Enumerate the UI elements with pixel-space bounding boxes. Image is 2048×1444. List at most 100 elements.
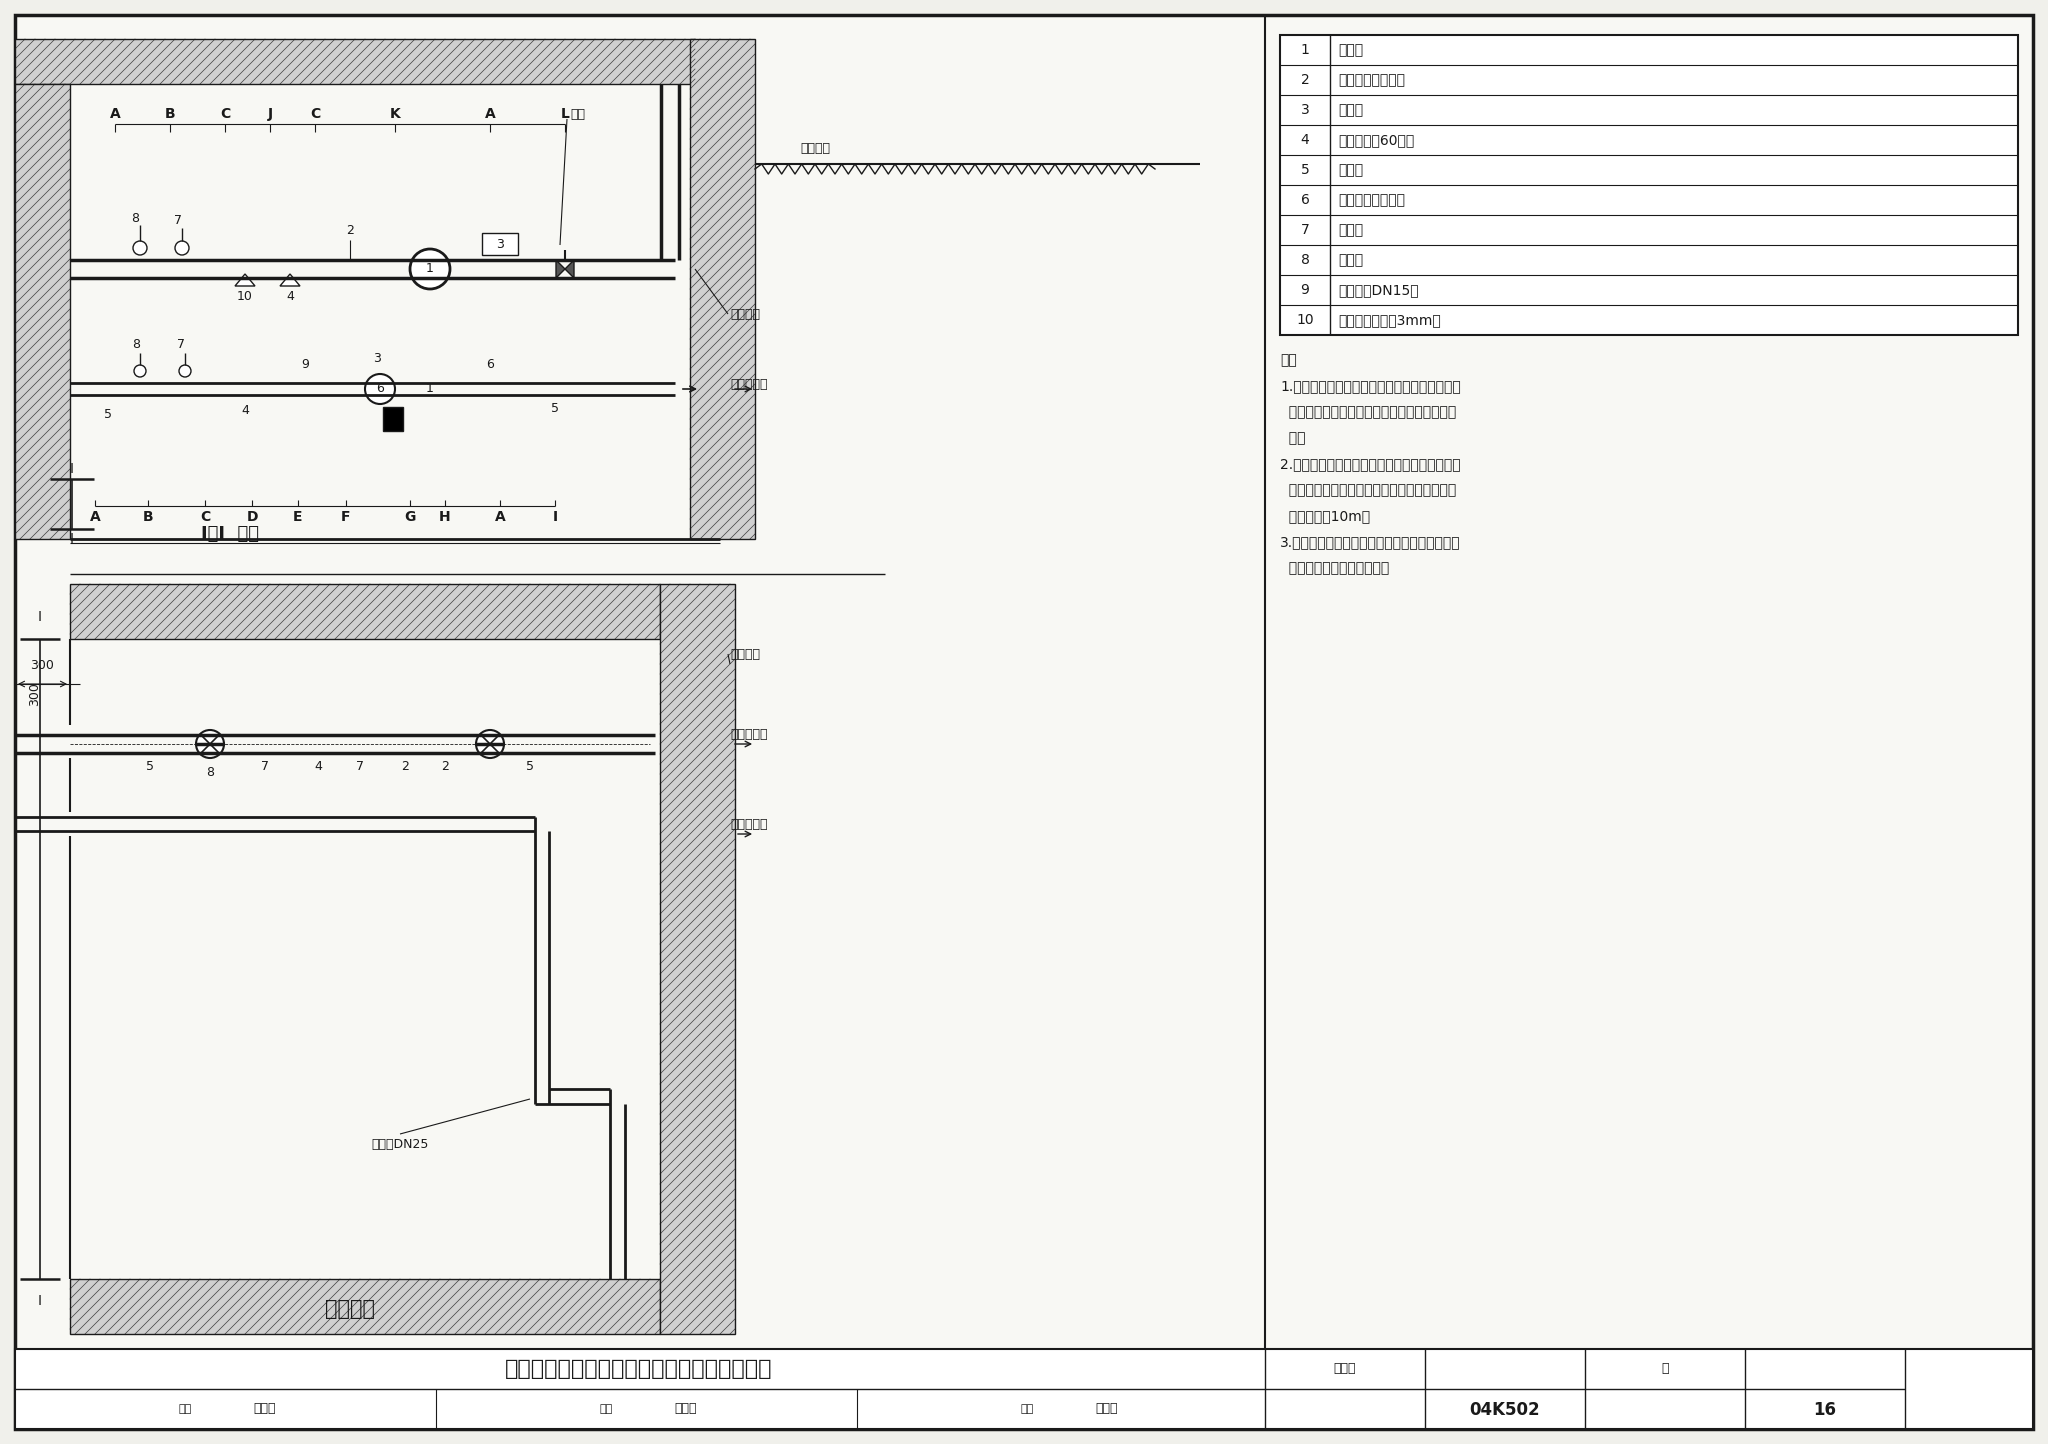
Bar bbox=[659, 583, 735, 1334]
Text: 5: 5 bbox=[104, 407, 113, 420]
Text: 6: 6 bbox=[377, 383, 383, 396]
Text: H: H bbox=[438, 510, 451, 524]
Text: 5: 5 bbox=[526, 760, 535, 773]
Bar bbox=[1280, 35, 2017, 335]
Text: 截止阀: 截止阀 bbox=[1337, 163, 1364, 178]
Text: 图集号: 图集号 bbox=[1333, 1363, 1356, 1376]
Text: 5: 5 bbox=[145, 760, 154, 773]
Text: 采暖供水管: 采暖供水管 bbox=[729, 728, 768, 741]
Text: 7: 7 bbox=[176, 338, 184, 351]
Text: 温度、压力传感器: 温度、压力传感器 bbox=[1337, 74, 1405, 87]
Text: 4: 4 bbox=[242, 404, 250, 417]
Polygon shape bbox=[281, 274, 299, 286]
Text: 7: 7 bbox=[260, 760, 268, 773]
Text: 10: 10 bbox=[238, 289, 254, 302]
Text: 自力式压差控制阀: 自力式压差控制阀 bbox=[1337, 193, 1405, 206]
Text: 5: 5 bbox=[1300, 163, 1309, 178]
Text: A: A bbox=[485, 107, 496, 121]
Text: 保温: 保温 bbox=[569, 107, 586, 120]
Text: 热水采暖系统热力入口（地下室）安装（一）: 热水采暖系统热力入口（地下室）安装（一） bbox=[506, 1359, 772, 1379]
Text: 16: 16 bbox=[1812, 1401, 1837, 1419]
Text: 7: 7 bbox=[356, 760, 365, 773]
Text: 1: 1 bbox=[1300, 43, 1309, 56]
Text: 1: 1 bbox=[426, 383, 434, 396]
Circle shape bbox=[133, 365, 145, 377]
Text: 入口平面: 入口平面 bbox=[326, 1300, 375, 1318]
Text: 2: 2 bbox=[346, 224, 354, 237]
Polygon shape bbox=[236, 274, 256, 286]
Text: C: C bbox=[201, 510, 211, 524]
Text: 逆水阀（DN15）: 逆水阀（DN15） bbox=[1337, 283, 1419, 297]
Text: 3.温度、压力传感器分别由热量表和自力式压差: 3.温度、压力传感器分别由热量表和自力式压差 bbox=[1280, 534, 1460, 549]
Text: 5: 5 bbox=[551, 403, 559, 416]
Text: 防水套管: 防水套管 bbox=[729, 308, 760, 321]
Text: 8: 8 bbox=[207, 765, 213, 778]
Circle shape bbox=[410, 248, 451, 289]
Polygon shape bbox=[555, 260, 573, 279]
Text: I: I bbox=[39, 1294, 43, 1308]
Text: 10: 10 bbox=[1296, 313, 1315, 326]
Text: 04K502: 04K502 bbox=[1470, 1401, 1540, 1419]
Text: 3: 3 bbox=[496, 237, 504, 250]
Text: 2: 2 bbox=[401, 760, 410, 773]
Text: 置。: 置。 bbox=[1280, 430, 1305, 445]
Text: I: I bbox=[70, 462, 74, 477]
Text: 3: 3 bbox=[1300, 103, 1309, 117]
Text: 8: 8 bbox=[1300, 253, 1309, 267]
Text: E: E bbox=[293, 510, 303, 524]
Text: 控制阀供货厂家配套供给。: 控制阀供货厂家配套供给。 bbox=[1280, 562, 1389, 575]
Text: 1.本图示为热力入口设于建筑物地下室。若室内: 1.本图示为热力入口设于建筑物地下室。若室内 bbox=[1280, 378, 1460, 393]
Text: G: G bbox=[403, 510, 416, 524]
Text: 校对: 校对 bbox=[600, 1404, 612, 1414]
Text: 300: 300 bbox=[31, 658, 53, 671]
Text: 室外地坪: 室外地坪 bbox=[801, 143, 829, 156]
Bar bbox=[14, 84, 70, 539]
Text: 注：: 注： bbox=[1280, 352, 1296, 367]
Text: 9: 9 bbox=[1300, 283, 1309, 297]
Text: J: J bbox=[268, 107, 272, 121]
Text: 4: 4 bbox=[313, 760, 322, 773]
Text: 3: 3 bbox=[373, 352, 381, 365]
Text: 6: 6 bbox=[1300, 193, 1309, 206]
Text: K: K bbox=[389, 107, 399, 121]
Text: A: A bbox=[90, 510, 100, 524]
Text: 300: 300 bbox=[29, 682, 41, 706]
Text: 离不宜超过10m。: 离不宜超过10m。 bbox=[1280, 508, 1370, 523]
Text: 审核: 审核 bbox=[178, 1404, 193, 1414]
Circle shape bbox=[178, 365, 190, 377]
Text: I: I bbox=[70, 531, 74, 546]
Bar bbox=[70, 1279, 659, 1334]
Text: 6: 6 bbox=[485, 358, 494, 371]
Text: A: A bbox=[111, 107, 121, 121]
Text: 2: 2 bbox=[440, 760, 449, 773]
Circle shape bbox=[133, 241, 147, 256]
Text: 4: 4 bbox=[1300, 133, 1309, 147]
Text: I: I bbox=[553, 510, 557, 524]
Text: F: F bbox=[342, 510, 350, 524]
Text: C: C bbox=[309, 107, 319, 121]
Text: B: B bbox=[143, 510, 154, 524]
Text: 水过滤器（60目）: 水过滤器（60目） bbox=[1337, 133, 1415, 147]
Text: 赵立民: 赵立民 bbox=[1096, 1402, 1118, 1415]
Text: 采暖回水管: 采暖回水管 bbox=[729, 817, 768, 830]
Text: 积分仪: 积分仪 bbox=[1337, 103, 1364, 117]
Circle shape bbox=[174, 241, 188, 256]
Circle shape bbox=[197, 731, 223, 758]
Text: C: C bbox=[219, 107, 229, 121]
Text: B: B bbox=[164, 107, 176, 121]
Text: 压力表: 压力表 bbox=[1337, 222, 1364, 237]
Bar bbox=[14, 1349, 2034, 1430]
Text: 循环管DN25: 循环管DN25 bbox=[371, 1138, 428, 1151]
Bar bbox=[481, 232, 518, 256]
Text: A: A bbox=[496, 510, 506, 524]
Text: 采暖回水管: 采暖回水管 bbox=[729, 377, 768, 390]
Text: 温度计: 温度计 bbox=[1337, 253, 1364, 267]
Text: 2: 2 bbox=[1300, 74, 1309, 87]
Text: 流量计: 流量计 bbox=[1337, 43, 1364, 56]
Text: 防水套管: 防水套管 bbox=[729, 647, 760, 660]
Text: 热量表。当为分体式时，积分仪与流量计的距: 热量表。当为分体式时，积分仪与流量计的距 bbox=[1280, 482, 1456, 497]
Circle shape bbox=[365, 374, 395, 404]
Text: D: D bbox=[246, 510, 258, 524]
Text: L: L bbox=[561, 107, 569, 121]
Text: 9: 9 bbox=[301, 358, 309, 371]
